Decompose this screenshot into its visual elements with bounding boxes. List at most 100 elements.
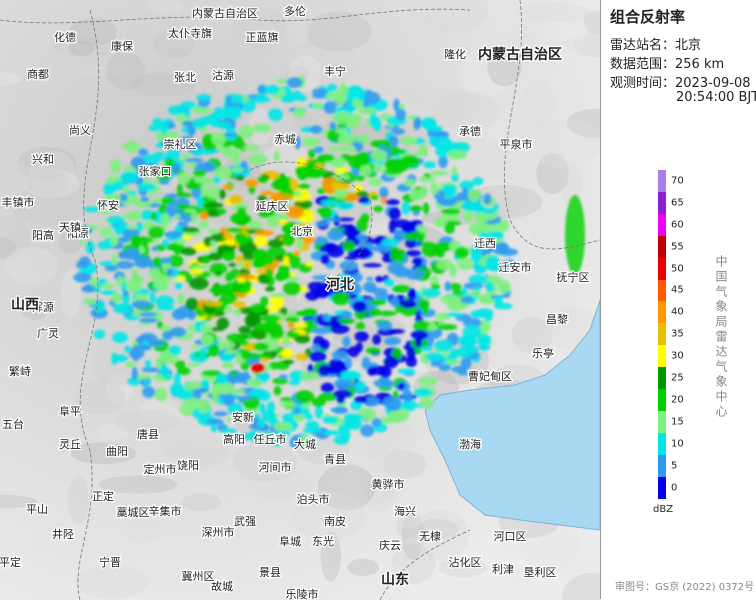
place-label: 尚义 — [69, 123, 91, 137]
place-label: 沽源 — [212, 68, 234, 82]
echo-cell — [101, 283, 115, 290]
echo-cell — [273, 432, 287, 443]
legend-tick: 60 — [671, 219, 684, 231]
echo-cell — [222, 393, 235, 406]
relief-patch — [305, 11, 372, 52]
echo-cell — [220, 351, 234, 363]
relief-patch — [556, 36, 588, 51]
echo-cell — [121, 281, 128, 293]
echo-cell — [357, 196, 370, 204]
echo-cell — [377, 310, 397, 317]
echo-cell — [294, 334, 311, 344]
echo-cell — [332, 111, 353, 124]
echo-cell — [148, 226, 165, 239]
echo-cell — [170, 135, 180, 143]
legend-tick: 65 — [671, 197, 684, 209]
legend-swatch — [658, 191, 666, 215]
echo-cell — [141, 154, 161, 165]
echo-cell — [151, 246, 158, 251]
echo-cell — [309, 350, 327, 363]
echo-cell — [485, 281, 495, 293]
echo-cell — [215, 373, 228, 385]
echo-cell — [176, 366, 191, 376]
echo-cell — [413, 117, 422, 128]
echo-cell — [201, 379, 210, 389]
echo-cell — [181, 153, 192, 159]
echo-cell — [221, 361, 235, 369]
echo-cell — [144, 359, 152, 369]
echo-cell — [400, 136, 418, 146]
echo-cell — [287, 321, 295, 329]
echo-cell — [390, 408, 410, 422]
legend-swatch — [658, 257, 666, 280]
echo-cell — [192, 148, 204, 157]
relief-patch — [518, 520, 580, 572]
echo-cell — [463, 282, 484, 290]
echo-cell — [219, 428, 238, 434]
place-label: 赤城 — [274, 133, 296, 146]
place-label: 饶阳 — [177, 459, 199, 472]
echo-cell — [361, 362, 379, 368]
echo-cell — [282, 255, 290, 268]
echo-cell — [294, 223, 311, 231]
echo-cell — [483, 239, 495, 247]
echo-cell — [204, 202, 224, 209]
echo-cell — [386, 406, 401, 411]
relief-patch — [4, 247, 59, 285]
echo-cell — [176, 183, 183, 196]
echo-cell — [166, 267, 174, 277]
echo-cell — [320, 254, 330, 265]
echo-cell — [433, 217, 448, 228]
echo-cell — [403, 231, 423, 241]
echo-cell — [468, 223, 485, 235]
echo-cell — [187, 362, 201, 367]
echo-cell — [266, 84, 280, 95]
legend-swatch — [658, 301, 666, 324]
relief-patch — [98, 475, 178, 494]
relief-patch — [0, 494, 38, 509]
echo-cell — [174, 360, 186, 369]
echo-cell — [255, 353, 272, 359]
echo-cell — [401, 201, 411, 215]
place-label: 乐亭 — [532, 346, 554, 360]
echo-cell — [79, 256, 91, 268]
echo-cell — [418, 398, 435, 409]
echo-cell — [156, 320, 163, 329]
relief-patch — [388, 16, 450, 48]
echo-cell — [331, 291, 350, 306]
echo-cell — [137, 182, 156, 192]
echo-cell — [419, 346, 433, 352]
echo-cell — [336, 287, 353, 293]
echo-cell — [430, 248, 443, 256]
field: 雷达站名：北京 — [610, 34, 701, 53]
echo-cell — [146, 190, 154, 196]
echo-cell — [440, 208, 461, 215]
place-label: 北京 — [291, 224, 313, 238]
place-label: 深州市 — [202, 525, 235, 539]
echo-cell — [354, 380, 366, 392]
relief-patch — [562, 573, 600, 600]
echo-cell — [190, 209, 198, 224]
echo-cell — [308, 148, 316, 159]
place-label: 天镇 — [59, 220, 81, 234]
field-label: 雷达站名： — [610, 38, 676, 53]
legend-swatch — [658, 323, 666, 346]
relief-patch — [22, 169, 80, 199]
relief-patch — [516, 2, 591, 23]
relief-patch — [360, 463, 395, 512]
echo-cell — [233, 156, 241, 166]
echo-cell — [305, 413, 313, 421]
relief-patch — [396, 86, 470, 106]
echo-cell — [372, 334, 382, 345]
place-label: 垦利区 — [524, 566, 557, 579]
relief-patch — [68, 18, 118, 46]
echo-cell — [117, 275, 124, 287]
echo-cell — [200, 161, 216, 173]
echo-cell — [340, 310, 353, 320]
echo-cell — [438, 364, 451, 372]
echo-cell — [251, 352, 258, 360]
echo-cell — [459, 180, 475, 191]
echo-cell — [226, 333, 245, 343]
echo-cell — [231, 213, 252, 225]
